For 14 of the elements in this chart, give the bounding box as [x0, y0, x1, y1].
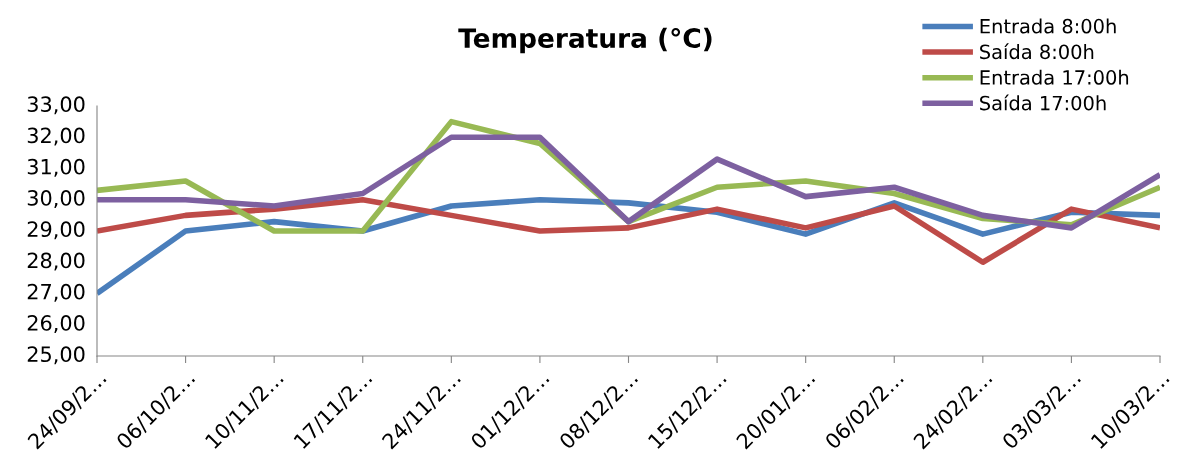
- y-tick-label: 25,00: [27, 346, 85, 365]
- y-tick-label: 27,00: [27, 283, 85, 302]
- legend-label: Saída 17:00h: [980, 94, 1106, 111]
- y-tick-label: 30,00: [27, 190, 85, 208]
- legend-label: Saída 8:00h: [980, 43, 1094, 60]
- legend-label: Entrada 17:00h: [980, 69, 1129, 85]
- chart-title: Temperatura (°C): [458, 27, 712, 54]
- y-tick-label: 28,00: [27, 252, 85, 271]
- y-tick-label: 29,00: [27, 221, 85, 240]
- y-tick-label: 32,00: [27, 127, 85, 146]
- y-tick-label: 26,00: [27, 315, 85, 333]
- y-tick-label: 33,00: [27, 96, 85, 115]
- legend-label: Entrada 8:00h: [980, 18, 1116, 34]
- y-tick-label: 31,00: [27, 158, 85, 177]
